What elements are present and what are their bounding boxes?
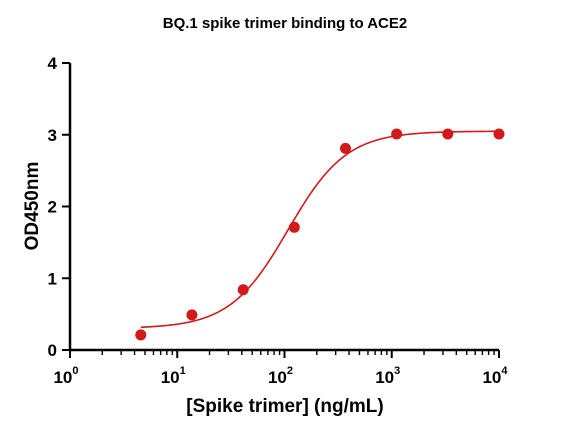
chart-title: BQ.1 spike trimer binding to ACE2 (163, 15, 407, 32)
data-point (442, 128, 454, 140)
y-axis-label: OD450nm (22, 162, 43, 251)
data-points (135, 128, 505, 341)
y-tick-label: 2 (48, 198, 57, 217)
x-tick-label: 102 (268, 365, 293, 387)
data-point (135, 329, 147, 341)
x-tick-label: 100 (53, 365, 78, 387)
y-tick-label: 4 (48, 54, 58, 73)
data-point (186, 309, 198, 321)
x-tick-label: 101 (161, 365, 186, 387)
plot-area: 100 101 102 103 104 0 1 2 3 4 (48, 54, 509, 387)
data-point (237, 284, 249, 296)
data-point (339, 142, 351, 154)
x-ticks: 100 101 102 103 104 (53, 350, 508, 387)
x-axis-label: [Spike trimer] (ng/mL) (186, 396, 383, 417)
y-tick-label: 0 (48, 341, 57, 360)
x-tick-label: 103 (375, 365, 400, 387)
data-point (288, 221, 300, 233)
fit-curve (140, 130, 500, 329)
y-tick-label: 1 (48, 269, 57, 288)
x-tick-label: 104 (482, 365, 508, 387)
data-point (493, 128, 505, 140)
data-point (391, 128, 403, 140)
y-ticks: 0 1 2 3 4 (48, 54, 70, 360)
y-tick-label: 3 (48, 126, 57, 145)
